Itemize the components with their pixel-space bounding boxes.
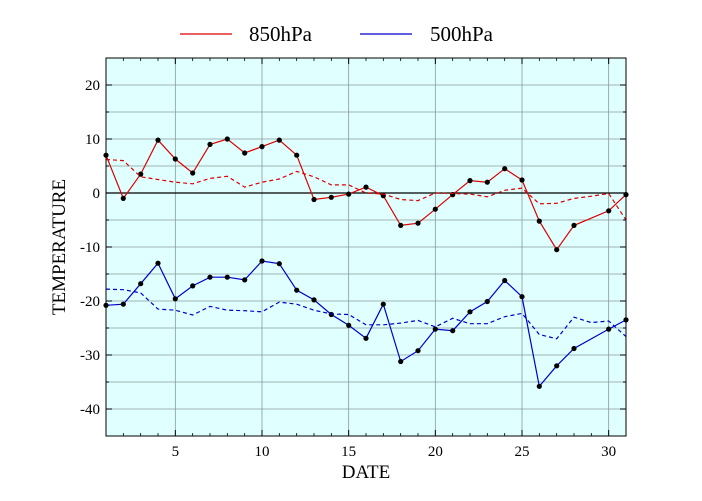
- point-850hpa-5: [172, 156, 178, 162]
- point-500hpa-13: [311, 297, 317, 303]
- point-500hpa-8: [224, 274, 230, 280]
- x-tick-label-10: 10: [255, 444, 270, 460]
- point-850hpa-9: [242, 150, 248, 156]
- point-850hpa-22: [467, 178, 473, 184]
- point-500hpa-17: [380, 301, 386, 307]
- y-tick-label--10: -10: [80, 240, 100, 256]
- point-850hpa-19: [415, 220, 421, 226]
- line-850hpa: [105, 138, 627, 251]
- point-500hpa-4: [155, 260, 161, 266]
- y-axis-title: TEMPERATURE: [49, 179, 70, 315]
- point-850hpa-28: [571, 222, 577, 228]
- x-tick-label-15: 15: [341, 444, 356, 460]
- y-tick-label-10: 10: [85, 132, 100, 148]
- point-850hpa-16: [363, 184, 369, 190]
- y-tick-label--30: -30: [80, 348, 100, 364]
- point-500hpa-22: [467, 309, 473, 315]
- point-850hpa-14: [328, 194, 334, 200]
- line-500hpa: [105, 260, 627, 388]
- point-500hpa-18: [398, 358, 404, 365]
- point-500hpa-30: [606, 326, 612, 332]
- point-500hpa-2: [120, 301, 126, 307]
- point-850hpa-15: [346, 191, 352, 197]
- point-850hpa-6: [190, 170, 196, 176]
- point-500hpa-9: [242, 277, 248, 283]
- point-500hpa-16: [363, 335, 369, 341]
- point-850hpa-30: [606, 208, 612, 214]
- series-group: [103, 136, 629, 389]
- point-850hpa-3: [138, 171, 144, 177]
- point-850hpa-12: [294, 152, 300, 158]
- point-500hpa-26: [536, 383, 542, 389]
- point-500hpa-24: [502, 277, 508, 284]
- dashed-line-2: [105, 158, 627, 221]
- point-850hpa-27: [554, 247, 560, 253]
- x-tick-label-25: 25: [515, 444, 530, 460]
- x-axis-tick-labels: 5 10 15 20 25 30: [172, 444, 617, 460]
- x-tick-label-30: 30: [601, 444, 616, 460]
- y-tick-label--40: -40: [80, 402, 100, 418]
- tick-marks: [105, 58, 627, 436]
- point-850hpa-7: [207, 141, 213, 147]
- legend-label-500hpa: 500hPa: [430, 22, 494, 46]
- point-500hpa-15: [346, 322, 352, 328]
- point-500hpa-12: [294, 287, 300, 293]
- legend-label-850hpa: 850hPa: [249, 22, 313, 46]
- point-500hpa-10: [259, 258, 265, 264]
- point-500hpa-21: [450, 328, 456, 334]
- x-tick-label-5: 5: [172, 444, 180, 460]
- y-tick-label--20: -20: [80, 294, 100, 310]
- point-850hpa-23: [484, 179, 490, 185]
- point-850hpa-13: [311, 196, 317, 203]
- point-850hpa-24: [502, 166, 508, 172]
- point-500hpa-5: [172, 296, 178, 302]
- point-850hpa-26: [536, 218, 542, 224]
- point-850hpa-2: [120, 195, 126, 201]
- point-850hpa-10: [259, 144, 265, 150]
- point-500hpa-25: [519, 294, 525, 300]
- point-500hpa-27: [554, 363, 560, 369]
- x-axis-title: DATE: [342, 462, 391, 483]
- point-850hpa-21: [450, 192, 456, 198]
- point-500hpa-7: [207, 274, 213, 280]
- point-850hpa-11: [276, 137, 282, 143]
- dashed-line-3: [105, 288, 627, 340]
- point-850hpa-20: [432, 206, 438, 212]
- point-500hpa-11: [276, 261, 282, 267]
- y-axis-tick-labels: -40 -30 -20 -10 0 10 20: [80, 78, 100, 418]
- point-850hpa-18: [398, 222, 404, 228]
- point-500hpa-20: [432, 326, 438, 332]
- legend: 850hPa 500hPa: [180, 22, 494, 46]
- x-tick-label-20: 20: [428, 444, 443, 460]
- y-tick-label-20: 20: [85, 78, 100, 94]
- y-tick-label-0: 0: [93, 186, 101, 202]
- point-850hpa-8: [224, 136, 230, 142]
- point-500hpa-28: [571, 345, 577, 352]
- point-500hpa-6: [190, 283, 196, 289]
- point-500hpa-3: [138, 281, 144, 287]
- point-500hpa-23: [484, 298, 490, 305]
- point-500hpa-19: [415, 348, 421, 354]
- point-850hpa-4: [155, 137, 161, 143]
- point-850hpa-25: [519, 177, 525, 183]
